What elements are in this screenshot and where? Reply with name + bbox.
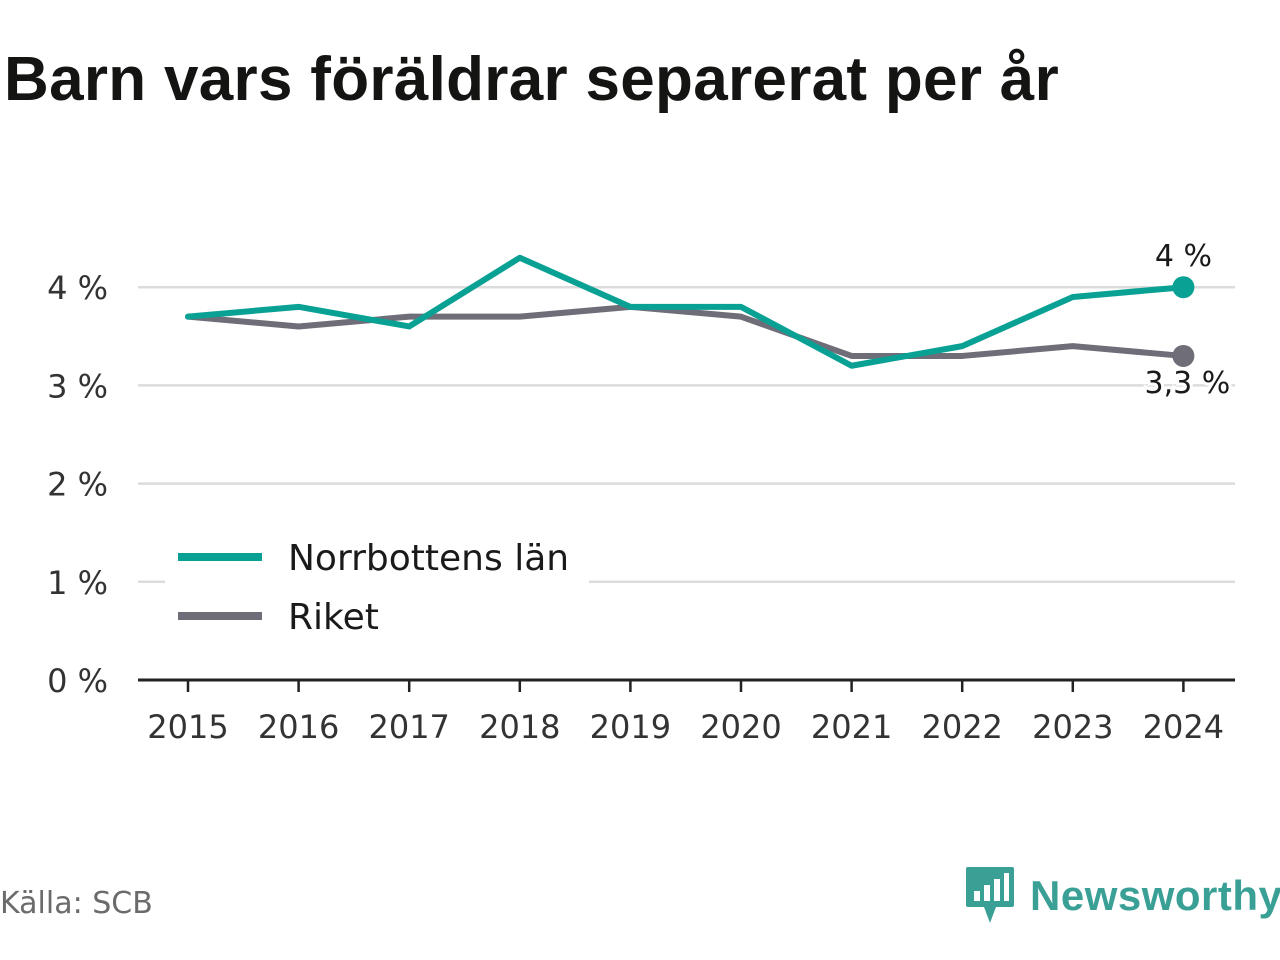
x-tick-label: 2024 <box>1143 708 1224 746</box>
legend: Norrbottens län Riket <box>165 530 589 648</box>
end-value-label: 4 % <box>1155 239 1212 274</box>
legend-label: Riket <box>288 597 379 638</box>
y-axis: 0 % 1 % 2 % 3 % 4 % <box>47 269 108 700</box>
y-tick-label: 1 % <box>47 564 108 602</box>
x-tick-label: 2020 <box>700 708 781 746</box>
brand-name: Newsworthy <box>1030 872 1280 919</box>
x-tick-label: 2015 <box>147 708 228 746</box>
source-note: Källa: SCB <box>0 886 153 921</box>
x-tick-label: 2016 <box>258 708 339 746</box>
x-axis-labels: 2015 2016 2017 2018 2019 2020 2021 2022 2023 2024 <box>147 708 1224 746</box>
legend-background <box>165 530 589 648</box>
legend-label: Norrbottens län <box>288 538 569 579</box>
y-tick-label: 4 % <box>47 269 108 307</box>
series-end-point <box>1172 276 1195 299</box>
x-tick-label: 2021 <box>811 708 892 746</box>
newsworthy-logo-icon <box>966 867 1014 923</box>
series-lines <box>185 254 1195 369</box>
y-tick-label: 0 % <box>47 662 108 700</box>
x-tick-label: 2018 <box>479 708 560 746</box>
x-axis <box>138 678 1235 692</box>
series-line <box>185 254 1187 369</box>
end-labels: 4 % 3,3 % <box>1142 236 1234 404</box>
series-end-point <box>1172 344 1195 367</box>
chart-title: Barn vars föräldrar separerat per år <box>4 45 1059 114</box>
end-value-label: 3,3 % <box>1145 366 1231 401</box>
y-tick-label: 2 % <box>47 466 108 504</box>
y-tick-label: 3 % <box>47 367 108 405</box>
x-tick-label: 2019 <box>590 708 671 746</box>
x-tick-label: 2023 <box>1032 708 1113 746</box>
x-tick-label: 2017 <box>368 708 449 746</box>
x-tick-label: 2022 <box>921 708 1002 746</box>
series-line <box>185 303 1187 359</box>
brand: Newsworthy <box>964 864 1280 928</box>
